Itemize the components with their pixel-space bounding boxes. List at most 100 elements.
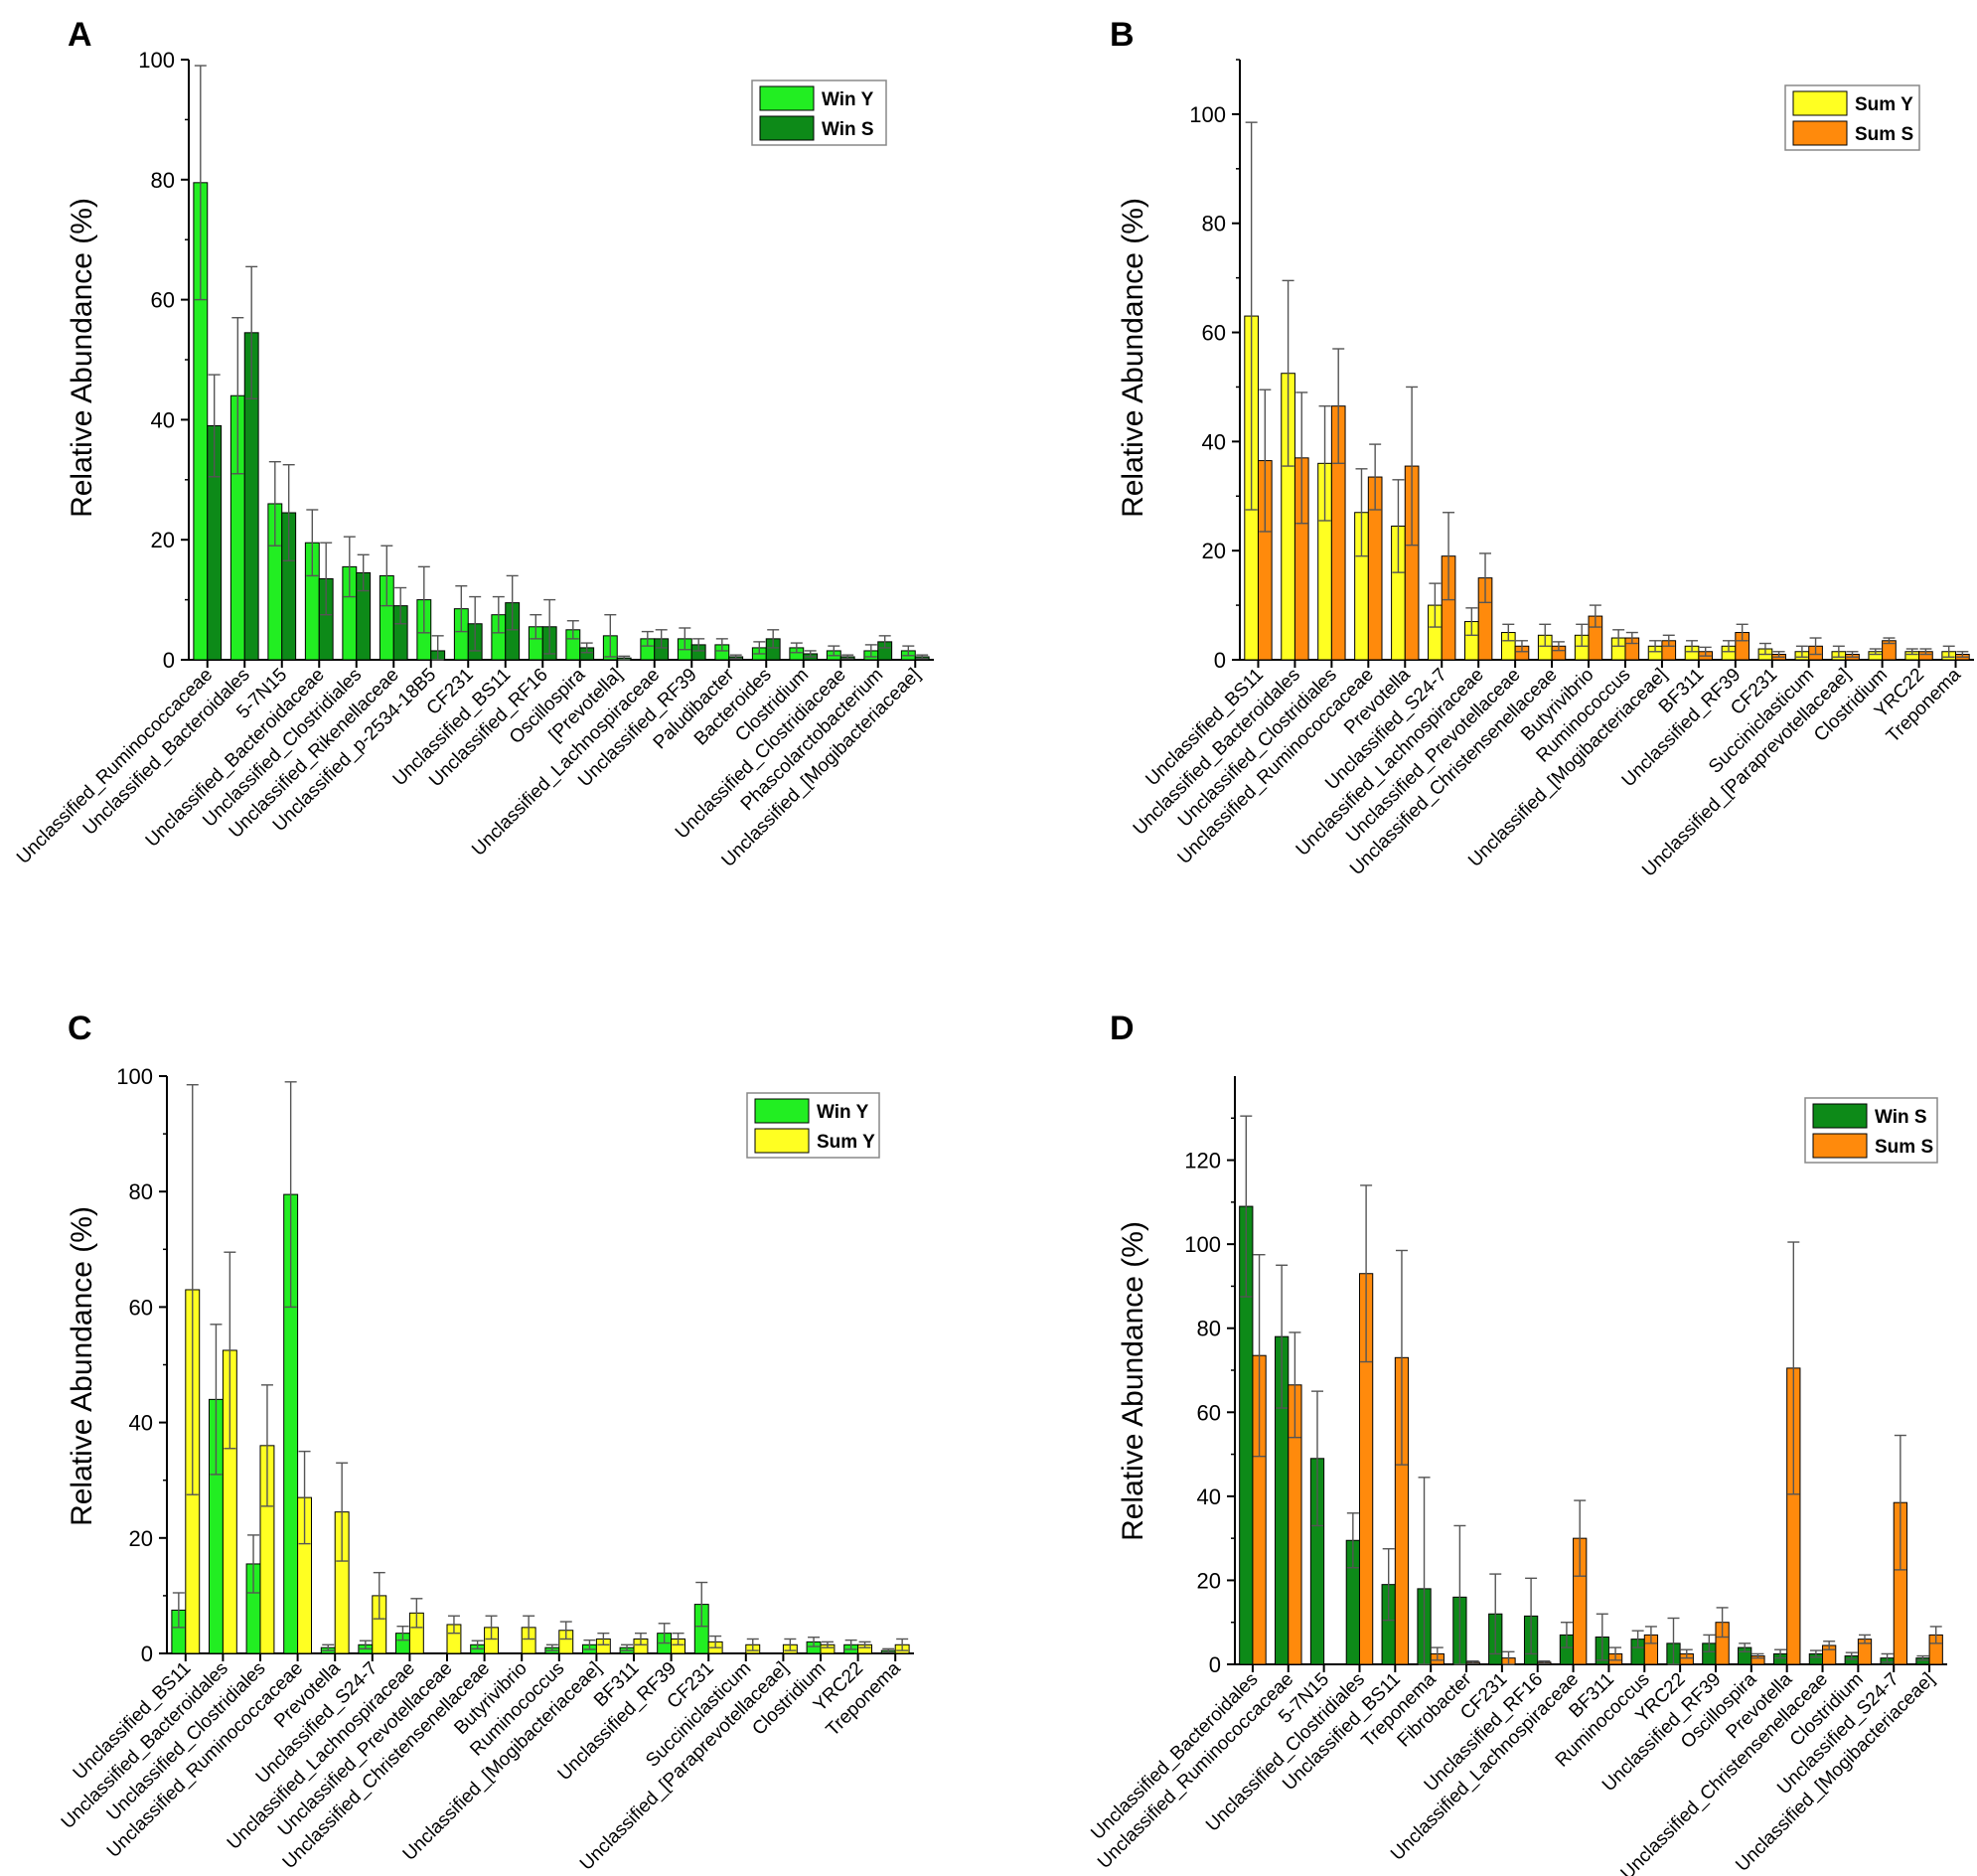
- bar-pair-unclassified-clostridiales: [342, 536, 372, 661]
- legend-label: Sum Y: [817, 1132, 875, 1153]
- bar-pair-unclassified-s24-7: [1880, 1434, 1907, 1665]
- bar-pair-prevotella: [1772, 1241, 1801, 1665]
- bar-pair-unclassified-bs11: [1244, 121, 1273, 661]
- bar-pair-phascolarctobacterium: [863, 635, 893, 661]
- x-axis-labels: Unclassified_BS11Unclassified_Bacteroida…: [58, 1653, 905, 1875]
- legend-swatch: [754, 1128, 810, 1154]
- bar-pair-unclassified-rf39: [657, 1623, 686, 1654]
- bar-pair-butyrivibrio: [521, 1615, 536, 1654]
- bar-pair-unclassified-rf16: [528, 598, 557, 661]
- bar-pair-unclassified-mogibacteriaceae: [900, 645, 930, 661]
- y-tick-label: 20: [151, 528, 175, 552]
- y-tick-label: 40: [1197, 1485, 1221, 1509]
- bar-pair-unclassified-mogibacteriaceae: [1915, 1626, 1943, 1665]
- bar-pair-unclassified-mogibacteriaceae: [1647, 634, 1677, 661]
- y-tick-label: 40: [1202, 429, 1226, 454]
- x-tick-label: Unclassified_Ruminococcaceae: [13, 665, 217, 868]
- legend-label: Sum S: [1855, 124, 1913, 145]
- panel-c: C Relative Abundance (%) 0 20 40 60 80 100 Un…: [58, 1010, 914, 1875]
- y-tick-label: 80: [1202, 212, 1226, 236]
- bar-pair-cf231: [1757, 642, 1786, 661]
- bar-pair-unclassified-mogibacteriaceae: [581, 1632, 611, 1654]
- y-axis-title: Relative Abundance (%): [1117, 198, 1149, 518]
- bar-pair-unclassified-lachnospiraceae: [394, 1598, 424, 1654]
- legend-swatch: [1792, 90, 1848, 116]
- legend-label: Win Y: [822, 89, 874, 110]
- bar-pair-bacteroides: [751, 629, 781, 661]
- bar-pair-cf231: [453, 585, 483, 661]
- bar-pair-unclassified-bacteroidales: [229, 265, 259, 661]
- y-tick-label: 40: [129, 1411, 153, 1436]
- legend-swatch: [759, 85, 815, 111]
- bar-pair-unclassified-ruminococcaceae: [283, 1081, 313, 1654]
- legend-swatch: [1792, 120, 1848, 146]
- bar-pair-ruminococcus: [1630, 1626, 1659, 1665]
- bar-group: [193, 65, 930, 661]
- bar-pair-treponema: [1417, 1477, 1445, 1665]
- y-axis: 0 20 40 60 80 100: [1189, 59, 1974, 673]
- panel-letter-b: B: [1110, 16, 1135, 54]
- bar-pair-bf311: [619, 1632, 649, 1654]
- y-tick-label: 80: [1197, 1317, 1221, 1341]
- legend-label: Sum Y: [1855, 94, 1913, 115]
- y-tick-label: 120: [1184, 1149, 1221, 1173]
- bar-pair-clostridium: [1844, 1634, 1873, 1665]
- legend: Win S Sum S: [1804, 1097, 1938, 1164]
- bar-pair-prevotella: [320, 1462, 350, 1654]
- bar-pair-unclassified-bacteroidaceae: [304, 509, 334, 661]
- bar-pair-clostridium: [806, 1637, 836, 1654]
- bar-pair-5-7n15: [267, 460, 297, 661]
- x-tick-label: Unclassified_Clostridiales: [1174, 665, 1341, 832]
- bar-pair-yrc22: [1666, 1617, 1694, 1665]
- y-axis-title: Relative Abundance (%): [1117, 1221, 1149, 1541]
- bar-pair-oscillospira: [1738, 1642, 1765, 1665]
- y-axis-title: Relative Abundance (%): [66, 198, 98, 518]
- y-tick-label: 60: [1197, 1400, 1221, 1425]
- bar-pair-succiniclasticum: [1794, 637, 1823, 661]
- y-tick-label: 100: [1189, 102, 1226, 127]
- bar-pair-unclassified-ruminococcaceae: [193, 65, 223, 661]
- panel-a: A Relative Abundance (%) 0 20 40 60 80 100 Un…: [13, 16, 934, 871]
- y-tick-label: 0: [1209, 1652, 1221, 1677]
- bar-pair-butyrivibrio: [1574, 604, 1603, 661]
- bar-pair-unclassified-s24-7: [1428, 512, 1456, 661]
- y-tick-label: 0: [141, 1642, 153, 1666]
- bar-pair-unclassified-lachnospiraceae: [1559, 1499, 1588, 1665]
- bar-pair-unclassified-clostridiales: [245, 1384, 275, 1654]
- bar-pair-oscillospira: [565, 620, 595, 661]
- bar-pair-unclassified-christensenellaceae: [1808, 1641, 1837, 1665]
- bar-pair-treponema: [880, 1638, 910, 1654]
- panel-letter-c: C: [68, 1010, 92, 1047]
- bar-group: [1239, 1115, 1943, 1665]
- bar-pair-unclassified-clostridiaceae: [826, 645, 855, 661]
- y-tick-label: 20: [129, 1526, 153, 1551]
- legend: Sum Y Sum S: [1784, 84, 1920, 151]
- bar-pair-unclassified-prevotellaceae: [1500, 623, 1530, 661]
- bar-pair-unclassified-lachnospiraceae: [640, 629, 670, 661]
- bar-pair-unclassified-prevotellaceae: [446, 1615, 462, 1654]
- y-tick-label: 40: [151, 407, 175, 432]
- legend-swatch: [759, 115, 815, 141]
- bar-pair-unclassified-rf39: [1721, 623, 1749, 661]
- bar-pair-unclassified-bs11: [171, 1084, 201, 1654]
- bar-pair-unclassified-paraprevotellaceae: [782, 1638, 798, 1654]
- legend-swatch: [1812, 1133, 1868, 1159]
- y-tick-label: 80: [151, 168, 175, 193]
- bar-pair-cf231: [693, 1581, 723, 1654]
- bar-pair-unclassified-ruminococcaceae: [1354, 443, 1383, 661]
- bar-pair-unclassified-bacteroidales: [1239, 1115, 1267, 1665]
- legend: Win Y Sum Y: [746, 1092, 880, 1159]
- bar-pair-unclassified-christensenellaceae: [1537, 623, 1567, 661]
- x-axis-labels: Unclassified_BS11Unclassified_Bacteroida…: [1130, 660, 1965, 881]
- legend-swatch: [1812, 1103, 1868, 1129]
- y-tick-label: 20: [1202, 539, 1226, 563]
- bar-pair-unclassified-bacteroidales: [208, 1251, 237, 1654]
- bar-pair-clostridium: [789, 642, 819, 661]
- legend-swatch: [754, 1098, 810, 1124]
- bar-pair-clostridium: [1868, 637, 1897, 661]
- y-tick-label: 100: [138, 48, 175, 73]
- bar-pair-bf311: [1684, 640, 1714, 661]
- bar-pair-unclassified-clostridiales: [1345, 1184, 1374, 1665]
- bar-pair-unclassified-rikenellaceae: [379, 545, 408, 661]
- x-axis-labels: Unclassified_BacteroidalesUnclassified_R…: [1087, 1664, 1939, 1876]
